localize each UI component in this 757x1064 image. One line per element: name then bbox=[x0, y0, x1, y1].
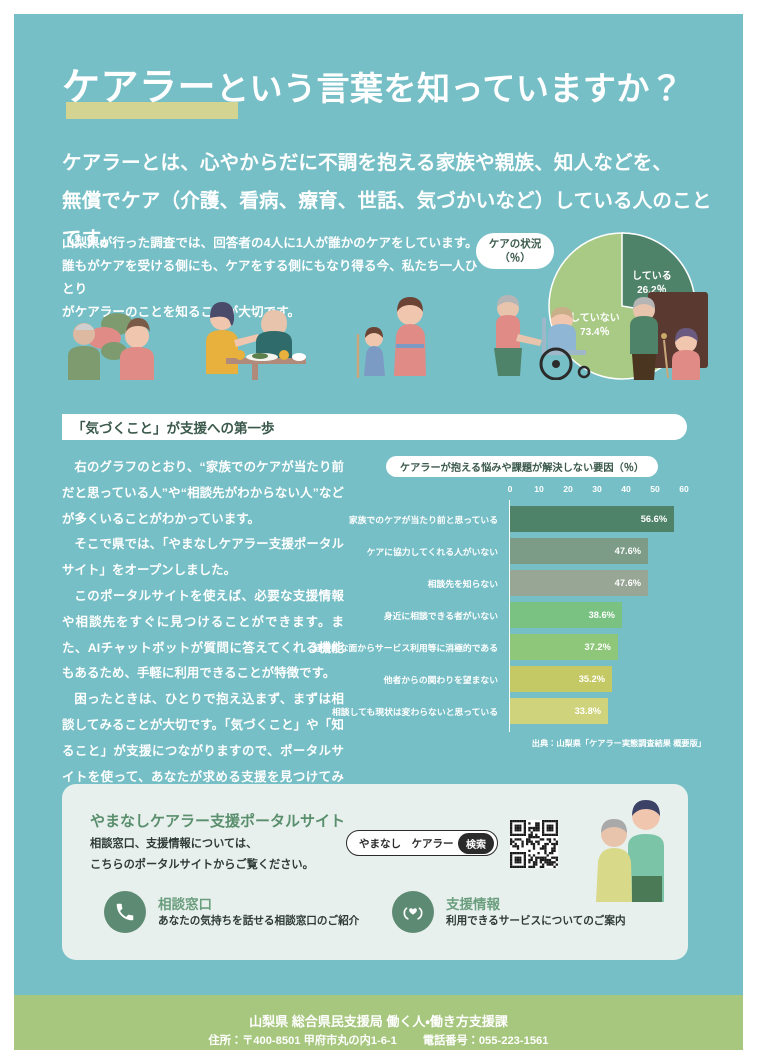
footer-organization: 山梨県 総合県民支援局 働く人・働き方支援課 bbox=[249, 1014, 508, 1029]
title-remainder: という言葉を知っていますか？ bbox=[216, 70, 684, 107]
illustration-card-pair bbox=[596, 800, 664, 902]
section-header-label: 「気づくこと」が支援への第一歩 bbox=[72, 421, 275, 436]
lead-line-1: ケアラーとは、心やからだに不調を抱える家族や親族、知人などを、 bbox=[62, 152, 673, 174]
feature-consultation-desc: あなたの気持ちを話せる相談窓口のご紹介 bbox=[158, 914, 360, 927]
x-axis-tick: 30 bbox=[592, 484, 602, 494]
bar-chart-x-axis: 0 10 20 30 40 50 60 bbox=[366, 484, 706, 500]
bar-value-label: 33.8% bbox=[574, 706, 602, 716]
search-box[interactable]: やまなし ケアラー 検索 bbox=[346, 830, 498, 856]
survey-line-1: 山梨県が行った調査では、回答者の4人に1人が誰かのケアをしています。 bbox=[62, 236, 478, 250]
title-highlight-underline bbox=[66, 102, 238, 119]
bar-fill: 56.6% bbox=[510, 506, 675, 532]
portal-card-title: やまなしケアラー支援ポータルサイト bbox=[90, 813, 346, 830]
pie-badge-line-1: ケアの状況 bbox=[488, 237, 542, 250]
lead-line-2: 無償でケア（介護、看病、療育、世話、気づかいなど）している人のことです。 bbox=[62, 190, 712, 251]
lead-paragraph: ケアラーとは、心やからだに不調を抱える家族や親族、知人などを、 無償でケア（介護… bbox=[62, 144, 712, 258]
phone-icon bbox=[104, 891, 146, 933]
body-paragraph-4: 困ったときは、ひとりで抱え込まず、まずは相談してみることが大切です。「気づくこと… bbox=[62, 692, 344, 809]
section-header: 「気づくこと」が支援への第一歩 bbox=[62, 414, 687, 440]
bar-fill: 35.2% bbox=[510, 666, 613, 692]
bar-fill: 47.6% bbox=[510, 570, 649, 596]
bar-value-label: 47.6% bbox=[614, 546, 642, 556]
pie-slice-label-not-caring: していない 73.4％ bbox=[570, 313, 620, 338]
chart-source: 出典：山梨県「ケアラー実態調査結果 概要版」 bbox=[531, 739, 706, 748]
qr-code[interactable] bbox=[510, 820, 558, 868]
bar-category-label: 身近に相談できる者がいない bbox=[383, 610, 498, 621]
search-button[interactable]: 検索 bbox=[458, 832, 494, 854]
pie-badge-line-2: （％） bbox=[499, 252, 531, 264]
bar-chart-row: 家族でのケアが当たり前と思っている 56.6% bbox=[349, 506, 706, 532]
body-text-column: 右のグラフのとおり、“家族でのケアが当たり前だと思っている人”や“相談先がわから… bbox=[62, 455, 344, 816]
search-input[interactable]: やまなし ケアラー bbox=[359, 837, 454, 850]
bar-category-label: ケアに協力してくれる人がいない bbox=[366, 546, 498, 557]
bar-fill: 47.6% bbox=[510, 538, 649, 564]
body-paragraph-1: 右のグラフのとおり、“家族でのケアが当たり前だと思っている人”や“相談先がわから… bbox=[62, 460, 344, 526]
pie-slice-label-caring: している 26.2％ bbox=[632, 271, 672, 296]
bar-category-label: 相談先を知らない bbox=[427, 578, 498, 589]
body-paragraph-2: そこで県では、「やまなしケアラー支援ポータルサイト」をオープンしました。 bbox=[62, 537, 344, 578]
illustration-doorway bbox=[630, 292, 708, 380]
x-axis-tick: 10 bbox=[534, 484, 544, 494]
title-text: ケアラーという言葉を知っていますか？ bbox=[62, 66, 712, 112]
page-title: ケアラーという言葉を知っていますか？ bbox=[62, 66, 712, 122]
bar-value-label: 56.6% bbox=[640, 514, 668, 524]
survey-line-2: 誰もがケアを受ける側にも、ケアをする側にもなり得る今、私たち一人ひとり bbox=[62, 259, 478, 297]
heart-hands-icon bbox=[392, 891, 434, 933]
bar-fill: 33.8% bbox=[510, 698, 609, 724]
bar-chart-row: 経済的な面からサービス利用等に消極的である 37.2% bbox=[313, 634, 706, 660]
bar-chart-row: ケアに協力してくれる人がいない 47.6% bbox=[366, 538, 706, 564]
feature-support-title: 支援情報 bbox=[446, 896, 500, 912]
x-axis-tick: 0 bbox=[507, 484, 513, 494]
bar-value-label: 37.2% bbox=[584, 642, 611, 652]
bar-chart: 0 10 20 30 40 50 60 家族でのケアが当たり前と思っている 56.6% ケアに協… bbox=[313, 484, 706, 734]
survey-paragraph: 山梨県が行った調査では、回答者の4人に1人が誰かのケアをしています。 誰もがケア… bbox=[62, 232, 482, 325]
portal-sub-line-2: こちらのポータルサイトからご覧ください。 bbox=[90, 858, 314, 871]
bar-chart-row: 他者からの関わりを望まない 35.2% bbox=[366, 666, 706, 692]
x-axis-tick: 50 bbox=[650, 484, 660, 494]
portal-card-subtitle: 相談窓口、支援情報については、 こちらのポータルサイトからご覧ください。 bbox=[90, 834, 314, 875]
feature-support-desc: 利用できるサービスについてのご案内 bbox=[446, 914, 626, 927]
illustration-wheelchair bbox=[494, 295, 591, 380]
bar-category-label: 他者からの関わりを望まない bbox=[383, 674, 498, 685]
illustration-parent-child bbox=[356, 297, 426, 378]
bar-category-label: 相談しても現状は変わらないと思っている bbox=[332, 706, 498, 717]
bar-chart-row: 身近に相談できる者がいない 38.6% bbox=[366, 602, 706, 628]
illustration-conversation bbox=[68, 313, 154, 380]
bar-value-label: 38.6% bbox=[588, 610, 615, 620]
feature-support-info[interactable]: 支援情報 利用できるサービスについてのご案内 bbox=[392, 888, 626, 936]
bar-chart-badge: ケアラーが抱える悩みや課題が解決しない要因（％） bbox=[386, 456, 658, 477]
bar-chart-axis-line bbox=[509, 500, 511, 732]
footer-address: 住所：〒400-8501 甲府市丸の内1-6-1 bbox=[208, 1035, 397, 1047]
bar-chart-row: 相談先を知らない 47.6% bbox=[366, 570, 706, 596]
bar-chart-title: ケアラーが抱える悩みや課題が解決しない要因（％） bbox=[399, 463, 645, 474]
feature-consultation-title: 相談窓口 bbox=[158, 896, 212, 912]
x-axis-tick: 60 bbox=[679, 484, 689, 494]
feature-consultation[interactable]: 相談窓口 あなたの気持ちを話せる相談窓口のご紹介 bbox=[104, 888, 359, 936]
portal-card: やまなしケアラー支援ポータルサイト 相談窓口、支援情報については、 こちらのポー… bbox=[62, 784, 688, 960]
bar-fill: 37.2% bbox=[510, 634, 618, 660]
bar-chart-row: 相談しても現状は変わらないと思っている 33.8% bbox=[332, 698, 706, 724]
bar-fill: 38.6% bbox=[510, 602, 622, 628]
body-paragraph-3: このポータルサイトを使えば、必要な支援情報や相談先をすぐに見つけることができます… bbox=[62, 588, 344, 681]
x-axis-tick: 40 bbox=[621, 484, 631, 494]
bar-value-label: 47.6% bbox=[614, 578, 642, 588]
portal-sub-line-1: 相談窓口、支援情報については、 bbox=[90, 838, 258, 850]
bar-category-label: 家族でのケアが当たり前と思っている bbox=[348, 514, 498, 525]
illustration-feeding bbox=[206, 302, 306, 380]
footer-band bbox=[14, 995, 743, 1050]
pie-chart-badge: ケアの状況 （％） bbox=[476, 233, 554, 269]
bar-category-label: 経済的な面からサービス利用等に消極的である bbox=[313, 642, 498, 653]
caregiving-illustrations bbox=[62, 292, 712, 380]
x-axis-tick: 20 bbox=[563, 484, 573, 494]
footer-phone: 電話番号：055-223-1561 bbox=[422, 1035, 549, 1047]
footer-contact: 住所：〒400-8501 甲府市丸の内1-6-1 電話番号：055-223-156… bbox=[0, 1032, 757, 1048]
title-keyword: ケアラー bbox=[62, 67, 217, 109]
bar-value-label: 35.2% bbox=[578, 674, 606, 684]
